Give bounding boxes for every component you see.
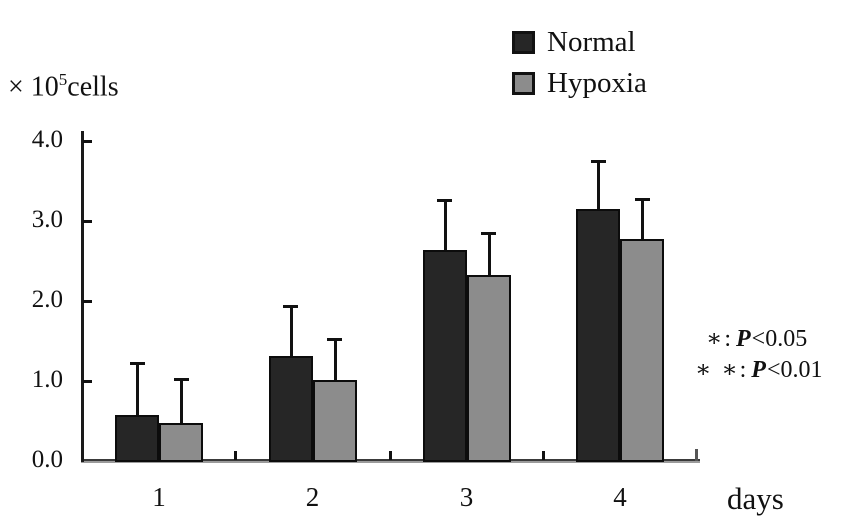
- x-axis-end-hook: [695, 449, 698, 461]
- error-bar-line: [487, 233, 491, 275]
- normal-swatch-icon: [512, 30, 535, 54]
- x-tick: [234, 451, 237, 460]
- error-bar-cap: [327, 338, 342, 342]
- x-tick: [542, 451, 545, 460]
- bar-hypoxia-day1: [159, 422, 203, 462]
- error-bar-cap: [129, 362, 145, 366]
- y-axis-line: [81, 131, 84, 462]
- unit-exponent: 5: [58, 70, 68, 89]
- y-tick: [83, 140, 92, 143]
- x-tick-label-day1: 1: [152, 482, 166, 512]
- y-tick: [83, 380, 92, 383]
- separator: :: [724, 326, 731, 352]
- error-bar-cap: [634, 197, 650, 201]
- bar-normal-day2: [268, 356, 313, 462]
- y-tick: [83, 220, 92, 223]
- bar-hypoxia-day3: [466, 274, 511, 462]
- legend-item-normal: Normal: [512, 27, 647, 57]
- x-axis-label: days: [727, 481, 784, 516]
- x-tick-label-day3: 3: [459, 482, 474, 512]
- unit-prefix: × 10: [8, 71, 59, 103]
- p-symbol: P: [735, 326, 751, 352]
- asterisk-marker: ∗: [706, 326, 725, 352]
- error-bar-line: [641, 198, 644, 240]
- error-bar-cap: [481, 232, 496, 235]
- separator: :: [739, 357, 747, 383]
- legend-item-hypoxia: Hypoxia: [512, 68, 647, 98]
- significance-note-p005: ∗: P<0.05: [706, 324, 807, 353]
- significance-note-p001: ∗ ∗: P<0.01: [695, 355, 823, 384]
- double-asterisk-marker: ∗ ∗: [695, 357, 740, 383]
- error-bar-cap: [590, 160, 606, 163]
- hypoxia-swatch-icon: [512, 71, 535, 95]
- y-axis-unit-label: × 105cells: [8, 70, 119, 103]
- error-bar-line: [597, 161, 600, 209]
- p-symbol: P: [751, 357, 766, 383]
- p-threshold: <0.01: [766, 357, 823, 383]
- error-bar-line: [289, 305, 293, 357]
- error-bar-cap: [173, 378, 189, 382]
- x-tick: [389, 451, 392, 460]
- x-axis-shadow: [81, 461, 700, 463]
- error-bar-line: [136, 363, 139, 416]
- legend-label-normal: Normal: [547, 26, 636, 58]
- error-bar-line: [443, 200, 447, 250]
- x-axis-line: [81, 459, 700, 461]
- bar-normal-day4: [576, 209, 620, 462]
- y-tick-label: 4.0: [31, 126, 63, 153]
- p-threshold: <0.05: [751, 326, 808, 352]
- legend: Normal Hypoxia: [512, 27, 647, 109]
- error-bar-line: [180, 379, 183, 423]
- bar-normal-day3: [422, 249, 467, 462]
- bar-normal-day1: [115, 415, 159, 462]
- y-tick-label: 3.0: [31, 206, 63, 233]
- y-tick-label: 0.0: [31, 446, 63, 473]
- x-tick-label-day4: 4: [613, 482, 627, 512]
- legend-label-hypoxia: Hypoxia: [547, 67, 647, 99]
- y-tick-label: 1.0: [31, 366, 63, 393]
- bar-hypoxia-day2: [312, 380, 357, 462]
- error-bar-cap: [437, 199, 452, 203]
- bar-hypoxia-day4: [620, 239, 664, 462]
- error-bar-line: [333, 339, 337, 381]
- y-tick-label: 2.0: [31, 286, 63, 313]
- y-tick: [83, 300, 92, 303]
- error-bar-cap: [283, 304, 298, 308]
- x-tick-label-day2: 2: [305, 482, 320, 512]
- unit-suffix: cells: [67, 71, 119, 103]
